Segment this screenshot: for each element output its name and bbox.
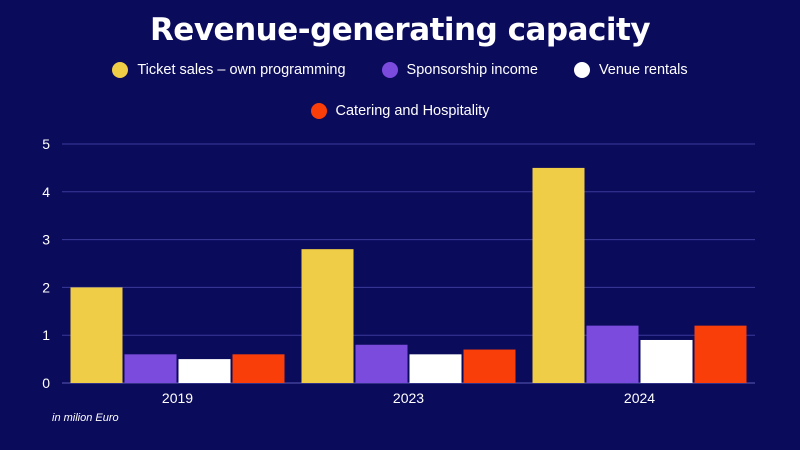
legend-label-sponsorship: Sponsorship income: [406, 62, 538, 78]
x-tick-label: 2024: [624, 390, 655, 406]
unit-note: in milion Euro: [52, 412, 119, 424]
y-tick-label: 0: [42, 375, 50, 391]
legend: Ticket sales – own programming Sponsorsh…: [0, 62, 800, 78]
bar-venue-rentals-2024: [640, 339, 693, 383]
bar-ticket-sales-own-programming-2019: [70, 287, 123, 383]
bar-ticket-sales-own-programming-2023: [301, 249, 354, 383]
y-tick-label: 2: [42, 279, 50, 295]
chart-title: Revenue-generating capacity: [149, 12, 651, 48]
bar-venue-rentals-2023: [409, 354, 462, 383]
x-tick-label: 2023: [393, 390, 424, 406]
legend-item-catering: Catering and Hospitality: [310, 103, 490, 119]
y-tick-label: 3: [42, 232, 50, 248]
bar-sponsorship-income-2024: [586, 325, 639, 383]
legend-row-2: Catering and Hospitality: [0, 103, 800, 119]
legend-item-ticket-sales: Ticket sales – own programming: [112, 62, 346, 78]
bar-catering-and-hospitality-2024: [694, 325, 747, 383]
bar-catering-and-hospitality-2019: [232, 354, 285, 383]
legend-item-sponsorship: Sponsorship income: [381, 62, 538, 78]
y-tick-label: 5: [42, 136, 50, 152]
legend-label-venue-rentals: Venue rentals: [598, 62, 688, 78]
legend-swatch-venue-rentals: [573, 62, 590, 78]
y-tick-label: 4: [42, 184, 50, 200]
bar-sponsorship-income-2019: [124, 354, 177, 383]
x-tick-label: 2019: [162, 390, 193, 406]
legend-item-venue-rentals: Venue rentals: [573, 62, 688, 78]
bar-sponsorship-income-2023: [355, 344, 408, 383]
legend-swatch-ticket-sales: [112, 62, 129, 78]
bar-catering-and-hospitality-2023: [463, 349, 516, 383]
legend-label-catering: Catering and Hospitality: [335, 103, 490, 119]
legend-swatch-sponsorship: [381, 62, 398, 78]
y-tick-label: 1: [42, 327, 50, 343]
bar-venue-rentals-2019: [178, 359, 231, 383]
legend-swatch-catering: [310, 103, 327, 119]
bar-ticket-sales-own-programming-2024: [532, 167, 585, 383]
legend-label-ticket-sales: Ticket sales – own programming: [137, 62, 346, 78]
